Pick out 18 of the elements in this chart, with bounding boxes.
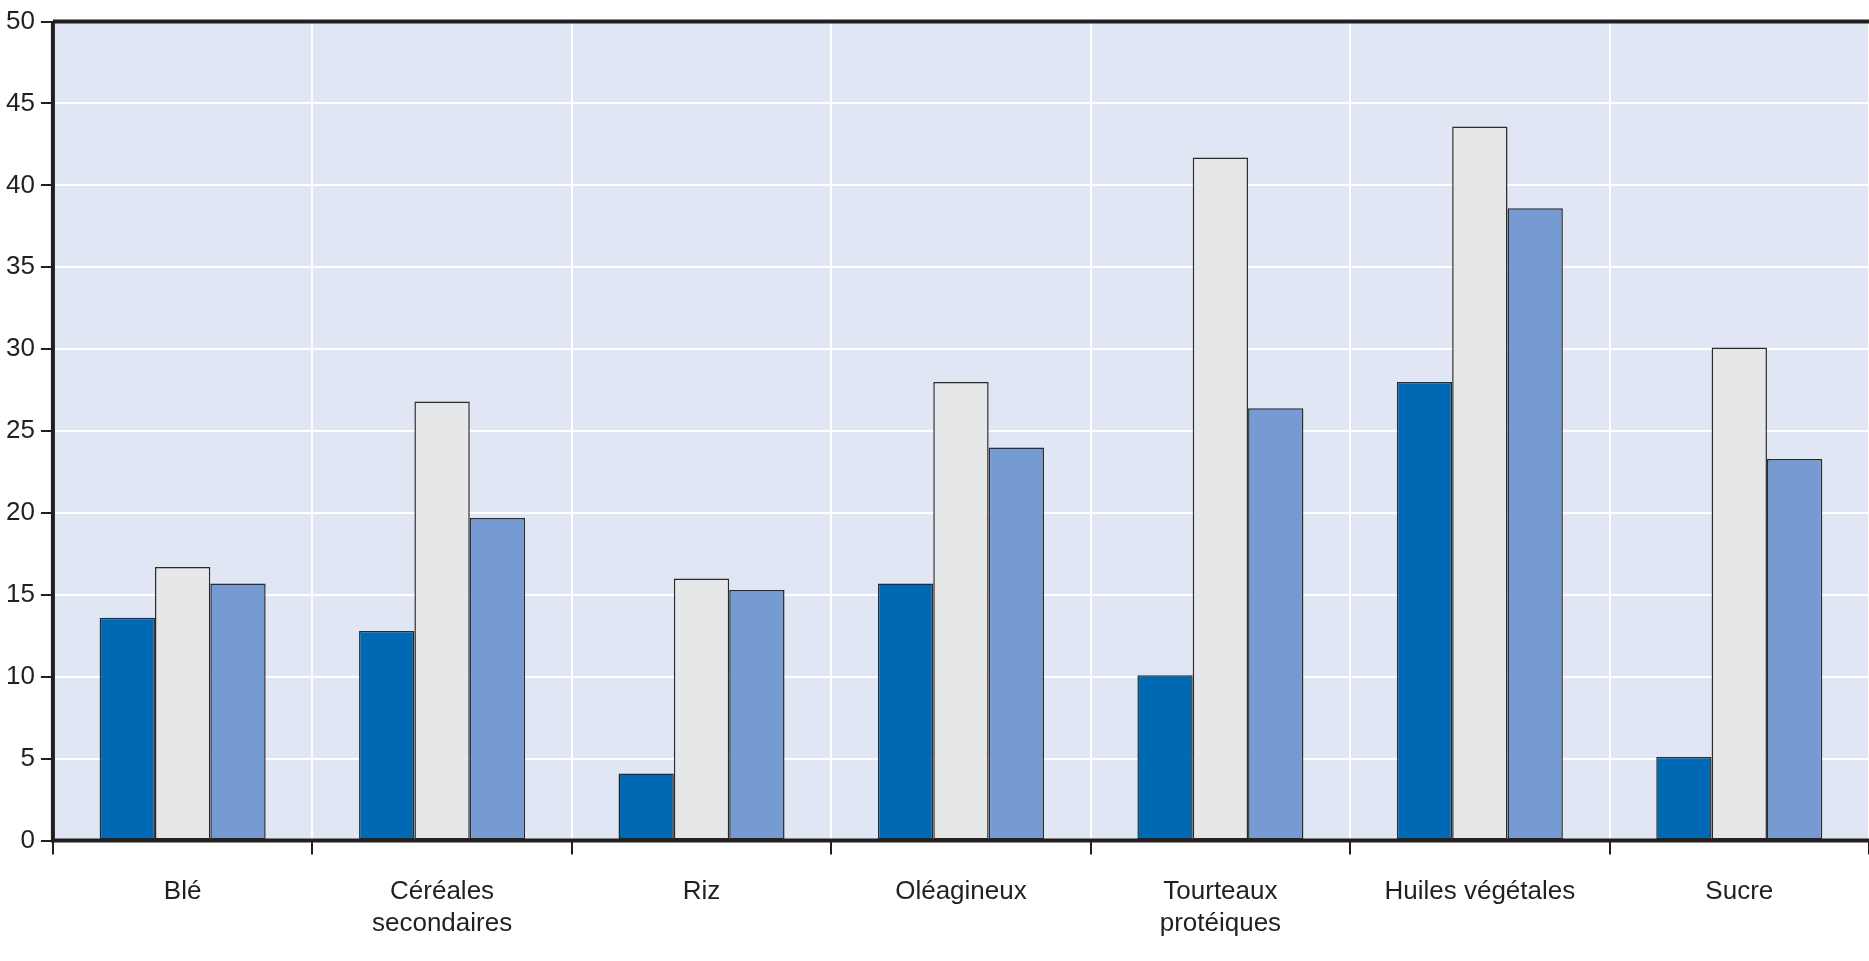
y-tick-label: 20 [6, 496, 35, 527]
y-tick-label: 45 [6, 86, 35, 117]
x-tick-label: Blé [163, 875, 202, 906]
x-tick-label: Huiles végétales [1384, 875, 1576, 906]
y-tick-label: 15 [6, 578, 35, 609]
x-tick-label: Sucre [1705, 875, 1774, 906]
y-tick-label: 50 [6, 4, 35, 35]
y-tick-label: 40 [6, 168, 35, 199]
y-tick-label: 35 [6, 250, 35, 281]
y-tick-label: 5 [20, 741, 35, 772]
y-tick-label: 25 [6, 414, 35, 445]
x-tick-label: Riz [682, 875, 721, 906]
x-tick-label: Céréales secondaires [371, 875, 513, 937]
x-tick-label: Oléagineux [895, 875, 1027, 906]
y-tick-label: 10 [6, 659, 35, 690]
x-tick-label: Tourteaux protéiques [1159, 875, 1282, 937]
y-tick-label: 0 [20, 823, 35, 854]
y-tick-label: 30 [6, 332, 35, 363]
